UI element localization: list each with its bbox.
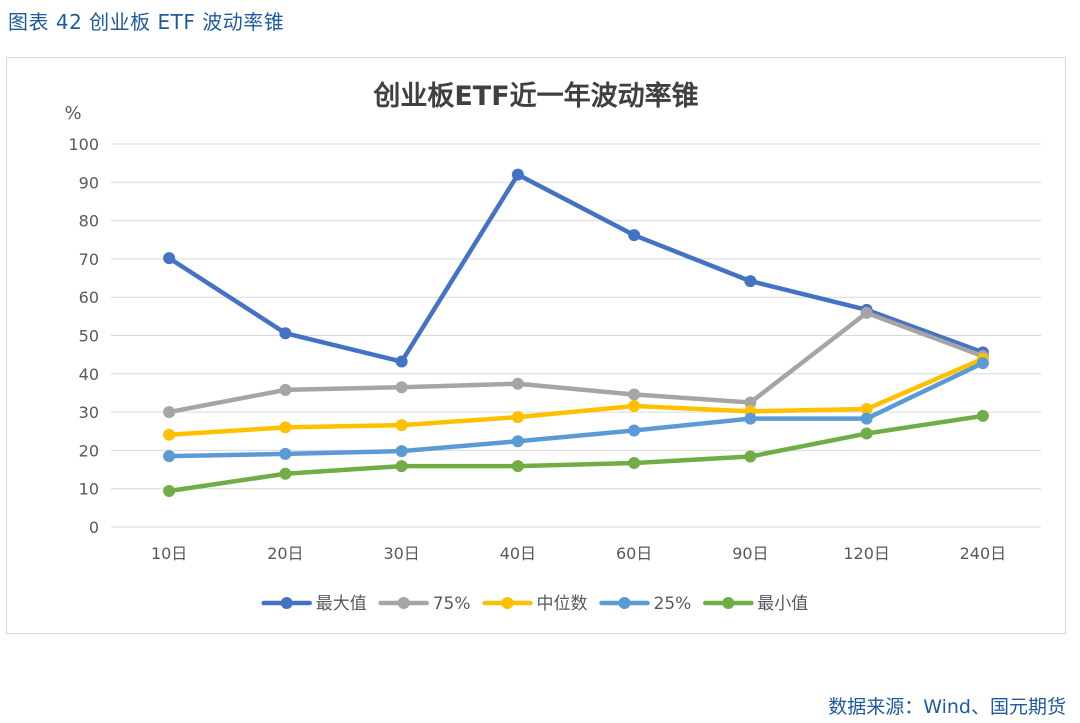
grid-lines bbox=[111, 143, 1041, 528]
series-3 bbox=[163, 357, 989, 463]
x-tick-label: 90日 bbox=[732, 544, 768, 563]
legend-label: 最大值 bbox=[316, 594, 367, 614]
y-tick-label: 20 bbox=[79, 441, 99, 460]
data-point bbox=[395, 381, 408, 394]
data-point bbox=[395, 419, 408, 432]
data-point bbox=[279, 421, 292, 434]
legend-label: 25% bbox=[654, 594, 692, 614]
x-tick-label: 240日 bbox=[960, 544, 1007, 563]
series-line bbox=[166, 310, 986, 415]
data-point bbox=[976, 357, 989, 370]
data-point bbox=[860, 427, 873, 440]
figure-caption: 图表 42 创业板 ETF 波动率锥 bbox=[8, 10, 285, 34]
legend-item: 25% bbox=[599, 594, 692, 614]
legend-item: 最大值 bbox=[261, 594, 367, 614]
data-point bbox=[511, 411, 524, 424]
series-2 bbox=[163, 352, 989, 441]
series-line bbox=[166, 360, 986, 459]
data-point bbox=[163, 406, 176, 419]
data-point bbox=[860, 403, 873, 416]
series-line bbox=[166, 172, 986, 364]
series-line bbox=[166, 356, 986, 437]
legend-label: 75% bbox=[433, 594, 471, 614]
data-point bbox=[628, 388, 641, 401]
data-point bbox=[395, 355, 408, 368]
legend-swatch-marker bbox=[501, 597, 514, 609]
y-tick-label: 100 bbox=[68, 135, 99, 154]
legend-item: 最小值 bbox=[703, 594, 808, 614]
series-lines bbox=[163, 168, 989, 497]
data-point bbox=[744, 412, 757, 425]
legend-item: 75% bbox=[378, 594, 471, 614]
data-point bbox=[163, 450, 176, 463]
line-chart: 创业板ETF近一年波动率锥 % 0 10 20 30 40 50 60 70 80 90 100 1… bbox=[64, 80, 1041, 614]
x-tick-label: 120日 bbox=[843, 544, 890, 563]
data-point bbox=[860, 412, 873, 425]
data-point bbox=[163, 484, 176, 497]
data-point bbox=[511, 377, 524, 390]
chart-title: 创业板ETF近一年波动率锥 bbox=[372, 80, 698, 112]
y-axis-label: % bbox=[64, 103, 81, 124]
legend-label: 最小值 bbox=[757, 594, 808, 614]
y-tick-label: 30 bbox=[79, 403, 99, 422]
y-tick-label: 90 bbox=[79, 173, 99, 192]
data-point bbox=[628, 457, 641, 470]
legend-swatch-marker bbox=[397, 597, 410, 609]
x-tick-label: 40日 bbox=[500, 544, 536, 563]
data-point bbox=[744, 450, 757, 463]
legend-swatch-marker bbox=[618, 597, 631, 609]
data-point bbox=[279, 327, 292, 340]
legend-item: 中位数 bbox=[482, 594, 588, 614]
y-tick-label: 10 bbox=[79, 480, 99, 499]
data-point bbox=[395, 460, 408, 473]
legend: 最大值 75% 中位数 25% 最小值 bbox=[261, 594, 808, 614]
data-point bbox=[163, 252, 176, 265]
y-tick-label: 70 bbox=[79, 250, 99, 269]
data-point bbox=[860, 306, 873, 319]
y-tick-label: 80 bbox=[79, 212, 99, 231]
legend-label: 中位数 bbox=[537, 594, 588, 614]
data-point bbox=[395, 445, 408, 458]
data-point bbox=[628, 424, 641, 437]
data-point bbox=[163, 428, 176, 441]
data-point bbox=[279, 467, 292, 480]
data-point bbox=[976, 409, 989, 422]
series-line bbox=[166, 413, 986, 494]
data-point bbox=[511, 460, 524, 473]
legend-swatch-marker bbox=[722, 597, 735, 609]
x-tick-label: 30日 bbox=[383, 544, 419, 563]
data-point bbox=[511, 168, 524, 181]
legend-swatch-marker bbox=[280, 597, 293, 609]
data-point bbox=[511, 435, 524, 448]
data-point bbox=[279, 447, 292, 460]
data-point bbox=[628, 399, 641, 412]
y-tick-labels: 0 10 20 30 40 50 60 70 80 90 100 bbox=[68, 135, 99, 537]
source-note: 数据来源：Wind、国元期货 bbox=[828, 696, 1066, 718]
y-tick-label: 50 bbox=[79, 327, 99, 346]
data-point bbox=[744, 275, 757, 288]
data-point bbox=[628, 229, 641, 242]
series-0 bbox=[163, 168, 989, 368]
y-tick-label: 40 bbox=[79, 365, 99, 384]
chart-frame: 创业板ETF近一年波动率锥 % 0 10 20 30 40 50 60 70 80 90 100 1… bbox=[6, 57, 1066, 634]
series-1 bbox=[163, 306, 989, 419]
x-tick-labels: 10日 20日 30日 40日 60日 90日 120日 240日 bbox=[151, 544, 1006, 563]
y-tick-label: 60 bbox=[79, 288, 99, 307]
series-4 bbox=[163, 409, 989, 497]
x-tick-label: 10日 bbox=[151, 544, 187, 563]
data-point bbox=[279, 383, 292, 396]
y-tick-label: 0 bbox=[89, 518, 99, 537]
x-tick-label: 60日 bbox=[616, 544, 652, 563]
x-tick-label: 20日 bbox=[267, 544, 303, 563]
data-point bbox=[744, 396, 757, 409]
